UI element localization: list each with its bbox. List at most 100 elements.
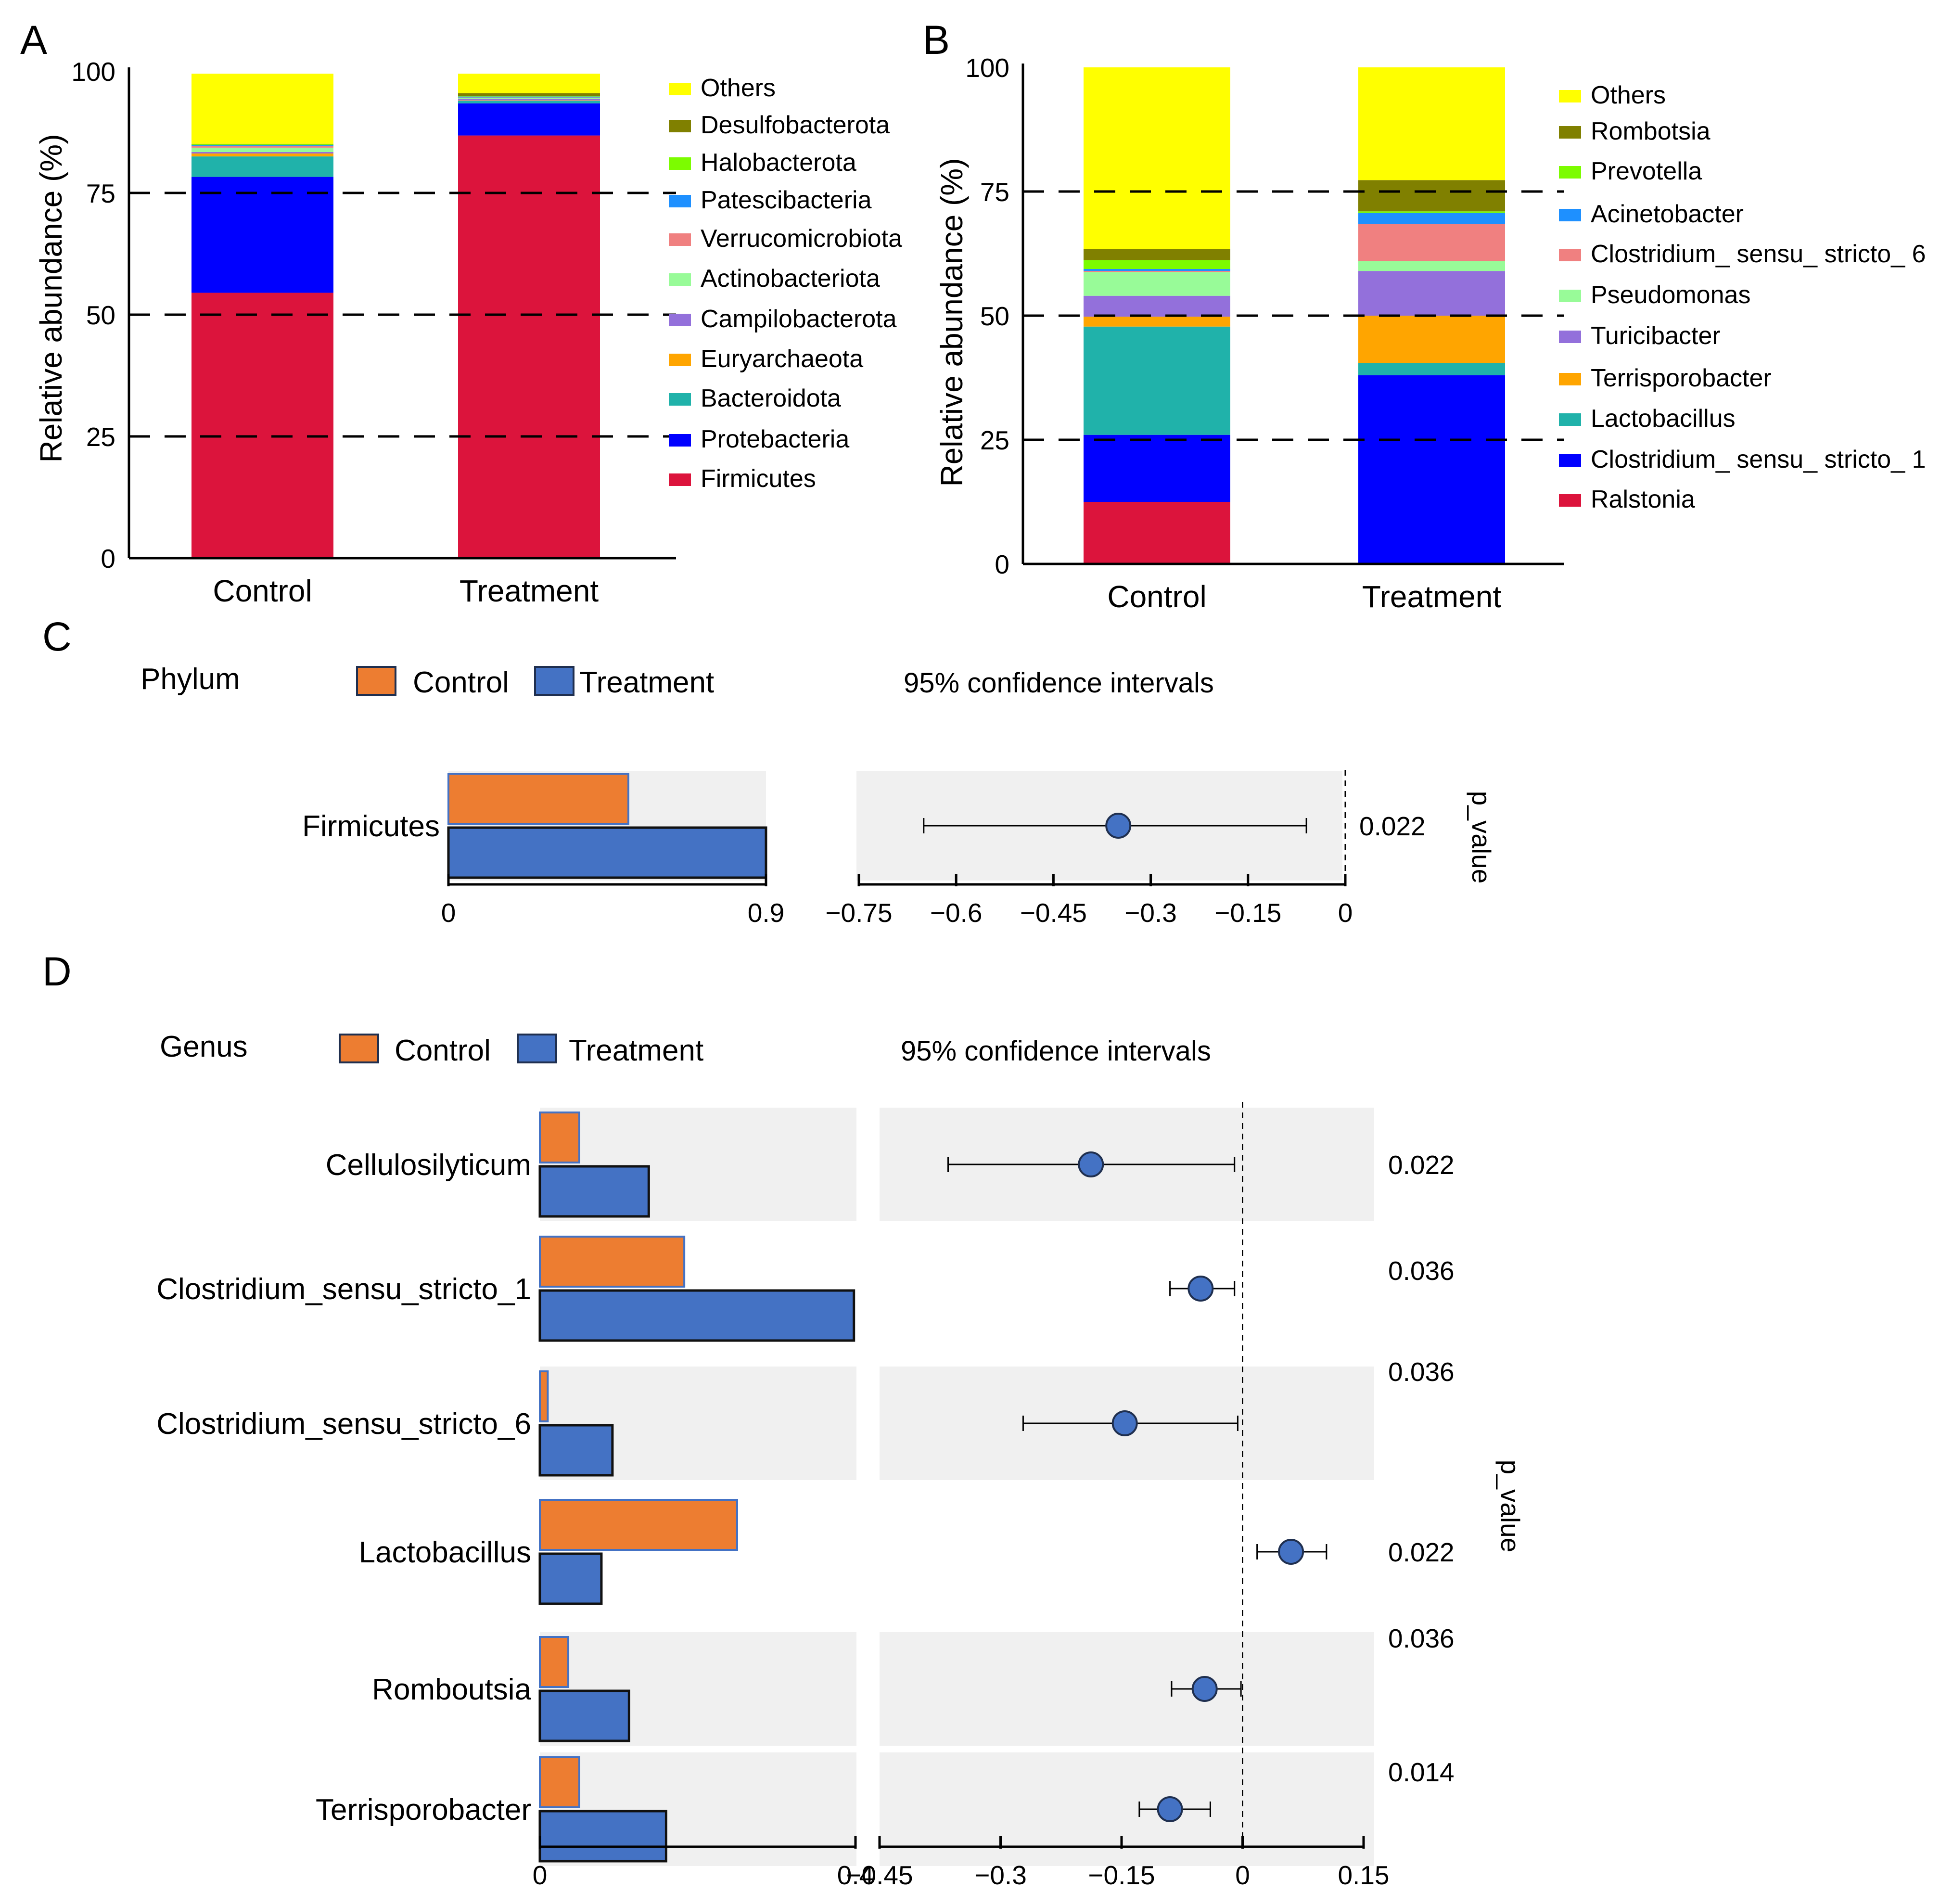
legend-label-ralstonia: Ralstonia: [1591, 486, 1695, 513]
ci-x-tick-label-1: −0.3: [974, 1860, 1027, 1890]
legend-swatch-verrucomicrobiota: [669, 233, 691, 246]
panel-c-plot-area: Firmicutes 0.022 0 0.9 −0.75 −0.6 −0.45 −0.3 −0.…: [302, 770, 1426, 928]
row-label-clostridium-sensu-stricto-1: Clostridium_sensu_stricto_1: [156, 1273, 531, 1306]
ci-point-romboutsia: [1191, 1676, 1218, 1702]
bar-segment-protebacteria-control: [191, 177, 333, 293]
legend-swatch-protebacteria: [669, 434, 691, 447]
p-value-romboutsia: 0.036: [1388, 1623, 1455, 1653]
row-label-lactobacillus: Lactobacillus: [359, 1536, 531, 1569]
ci-x-tick-label-3: 0: [1235, 1860, 1250, 1890]
bar-segment-pseudomonas-treatment: [1358, 261, 1505, 271]
x-tick-label-treatment: Treatment: [460, 574, 599, 608]
bar-segment-campilobacterota-control: [191, 152, 333, 154]
bar-segment-rombotsia-control: [1084, 249, 1230, 260]
bar-segment-halobacterota-treatment: [458, 96, 600, 97]
bar-control-lactobacillus: [539, 1499, 738, 1551]
p-value-clostridium-sensu-stricto-6: 0.036: [1388, 1357, 1455, 1387]
ci-point-firmicutes: [1105, 813, 1132, 839]
y-tick-label-0: 0: [995, 549, 1009, 579]
legend-label-control: Control: [413, 666, 509, 699]
legend-label-control: Control: [395, 1034, 491, 1067]
legend-label-turicibacter: Turicibacter: [1591, 322, 1721, 350]
row-label-firmicutes: Firmicutes: [302, 810, 440, 843]
legend-label-desulfobacterota: Desulfobacterota: [701, 111, 890, 139]
panel-c-header: Phylum: [140, 663, 240, 696]
row-label-clostridium-sensu-stricto-6: Clostridium_sensu_stricto_6: [156, 1407, 531, 1441]
legend-label-bacteroidota: Bacteroidota: [701, 384, 841, 412]
legend-swatch-actinobacteriota: [669, 273, 691, 286]
legend-swatch-treatment: [534, 666, 574, 696]
panel-d-pvalue-label: p_value: [1495, 1460, 1525, 1553]
bar-segment-others-treatment: [458, 74, 600, 93]
y-tick-label-25: 25: [980, 425, 1009, 455]
panel-b-stacked-bar-chart: B Relative abundance (%) Control Treatmen…: [923, 17, 1926, 614]
legend-label-lactobacillus: Lactobacillus: [1591, 405, 1736, 433]
panel-a-stacked-bar-chart: A Relative abundance (%) Control Treatmen…: [20, 17, 902, 608]
x-tick-label-treatment: Treatment: [1362, 579, 1502, 614]
legend-label-clostridium-sensu-stricto-6: Clostridium_ sensu_ stricto_ 6: [1591, 240, 1926, 268]
panel-a-plot-area: Control Treatment 0 25 50 75 100: [71, 57, 676, 608]
bar-control-romboutsia: [539, 1636, 570, 1688]
panel-a-y-axis-title: Relative abundance (%): [34, 134, 68, 462]
legend-swatch-control: [356, 666, 396, 696]
panel-b-y-axis-title: Relative abundance (%): [934, 158, 969, 486]
bar-segment-turicibacter-control: [1084, 295, 1230, 317]
legend-swatch-euryarchaeota: [669, 354, 691, 366]
ci-point-cellulosilyticum: [1078, 1151, 1104, 1177]
bar-control-cellulosilyticum: [539, 1112, 580, 1163]
y-tick-label-50: 50: [86, 300, 115, 330]
y-tick-label-0: 0: [101, 544, 115, 574]
bar-control-terrisporobacter: [539, 1756, 580, 1808]
row-label-cellulosilyticum: Cellulosilyticum: [326, 1149, 531, 1182]
legend-swatch-desulfobacterota: [669, 120, 691, 132]
bar-segment-ralstonia-control: [1084, 502, 1230, 564]
legend-label-treatment: Treatment: [569, 1034, 703, 1067]
legend-swatch-pseudomonas: [1559, 290, 1581, 302]
ci-x-tick-label-0: −0.45: [846, 1860, 913, 1890]
bar-segment-euryarchaeota-control: [191, 153, 333, 157]
legend-label-prevotella: Prevotella: [1591, 157, 1702, 185]
row-label-terrisporobacter: Terrisporobacter: [316, 1793, 531, 1827]
legend-swatch-firmicutes: [669, 473, 691, 486]
legend-label-firmicutes: Firmicutes: [701, 465, 816, 493]
bar-segment-acinetobacter-treatment: [1358, 213, 1505, 224]
bar-segment-pseudomonas-control: [1084, 272, 1230, 296]
bar-control-clostridium-sensu-stricto-6: [539, 1370, 549, 1422]
ci-x-tick-label-1: −0.6: [930, 898, 983, 928]
legend-swatch-treatment: [517, 1034, 557, 1063]
legend-swatch-terrisporobacter: [1559, 373, 1581, 385]
x-tick-label-control: Control: [213, 574, 312, 608]
legend-label-rombotsia: Rombotsia: [1591, 117, 1710, 145]
bar-segment-patescibacteria-treatment: [458, 96, 600, 98]
panel-d-genus-comparison: D Genus Control Treatment 95% confidence…: [42, 949, 1525, 1890]
bar-segment-acinetobacter-control: [1084, 268, 1230, 271]
panel-d-legend: Control Treatment: [339, 1034, 703, 1067]
panel-b-plot-area: Control Treatment 0 25 50 75 100: [965, 53, 1564, 614]
bar-treatment-cellulosilyticum: [538, 1165, 650, 1218]
bar-segment-others-control: [191, 74, 333, 144]
legend-swatch-ralstonia: [1559, 494, 1581, 507]
bar-segment-clostridium-sensu-stricto-1-control: [1084, 434, 1230, 502]
ci-point-lactobacillus: [1278, 1539, 1304, 1565]
panel-b-legend: Others Rombotsia Prevotella Acinetobacter Cl…: [1559, 81, 1926, 513]
y-tick-label-100: 100: [71, 57, 115, 87]
bar-segment-terrisporobacter-control: [1084, 317, 1230, 327]
ci-x-tick-label-5: 0: [1338, 898, 1353, 928]
bar-treatment-romboutsia: [538, 1689, 630, 1742]
legend-label-acinetobacter: Acinetobacter: [1591, 200, 1744, 228]
panel-a-legend: Others Desulfobacterota Halobacterota Pates…: [669, 74, 902, 493]
legend-swatch-acinetobacter: [1559, 209, 1581, 221]
bar-segment-clostridium-sensu-stricto-1-treatment: [1358, 375, 1505, 564]
legend-label-actinobacteriota: Actinobacteriota: [701, 265, 880, 293]
p-value-clostridium-sensu-stricto-1: 0.036: [1388, 1256, 1455, 1286]
bar-segment-actinobacteriota-treatment: [458, 98, 600, 99]
x-tick-label-control: Control: [1107, 579, 1206, 614]
panel-d-plot-area: Cellulosilyticum 0.022 Clostridium_sensu_s…: [156, 1102, 1455, 1890]
bar-segment-actinobacteriota-control: [191, 147, 333, 152]
legend-swatch-rombotsia: [1559, 126, 1581, 139]
bar-segment-firmicutes-treatment: [458, 135, 600, 559]
bar-x-tick-label-0: 0: [441, 898, 456, 928]
panel-c-ci-title: 95% confidence intervals: [904, 667, 1214, 699]
legend-label-pseudomonas: Pseudomonas: [1591, 281, 1750, 309]
